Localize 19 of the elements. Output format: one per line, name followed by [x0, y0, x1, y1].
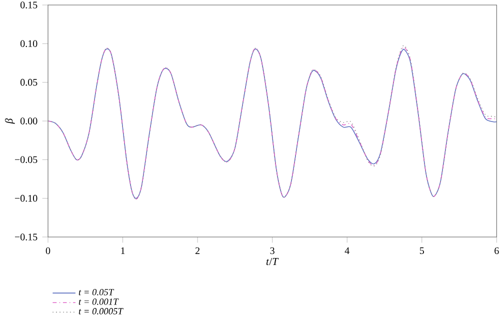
legend-label: t = 0.001T [78, 298, 119, 305]
x-tick-label: 1 [121, 247, 125, 254]
y-tick-label: 0.05 [20, 78, 38, 86]
x-tick-label: 4 [344, 247, 350, 254]
y-tick-label: 0.15 [20, 2, 38, 8]
y-tick-label: −0.15 [14, 234, 38, 240]
y-tick-label: 0.10 [20, 40, 38, 48]
x-tick-label: 3 [270, 247, 274, 254]
legend-label: t = 0.0005T [78, 308, 124, 314]
x-tick-label: 2 [195, 247, 200, 254]
legend-label: t = 0.05T [78, 288, 114, 296]
y-tick-label: −0.10 [14, 194, 38, 202]
y-tick-label: −0.05 [14, 156, 38, 164]
y-tick-label: 0.00 [20, 118, 38, 124]
x-tick-label: 6 [494, 247, 499, 254]
x-axis-title: t/T [266, 258, 279, 266]
y-axis-title: β [4, 118, 15, 124]
x-tick-label: 0 [46, 247, 50, 254]
x-tick-label: 5 [420, 247, 424, 254]
